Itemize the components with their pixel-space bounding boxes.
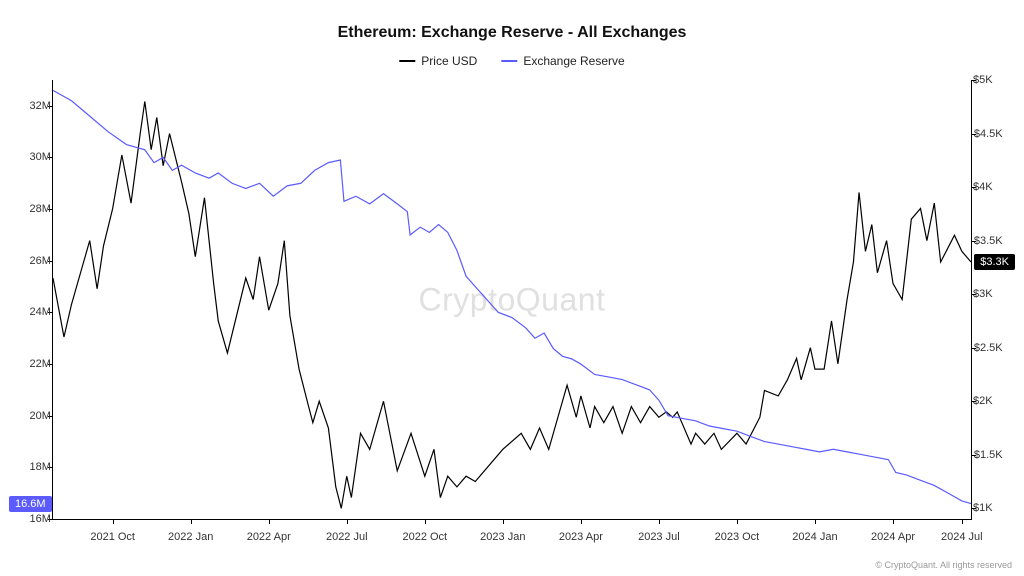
y-label-left: 18M — [29, 461, 50, 473]
y-label-right: $5K — [973, 74, 993, 86]
x-tick — [962, 519, 963, 524]
x-label: 2023 Apr — [559, 531, 603, 543]
x-tick — [737, 519, 738, 524]
x-label: 2022 Jan — [168, 531, 213, 543]
x-label: 2021 Oct — [90, 531, 135, 543]
x-label: 2023 Jul — [638, 531, 680, 543]
x-tick — [347, 519, 348, 524]
x-tick — [893, 519, 894, 524]
x-tick — [659, 519, 660, 524]
y-label-left: 24M — [29, 306, 50, 318]
x-label: 2023 Oct — [715, 531, 760, 543]
y-label-right: $4.5K — [974, 128, 1003, 140]
y-label-right: $3.5K — [974, 235, 1003, 247]
x-label: 2024 Jul — [941, 531, 983, 543]
y-label-right: $4K — [973, 181, 993, 193]
x-label: 2022 Oct — [402, 531, 447, 543]
x-tick — [113, 519, 114, 524]
price-end-badge: $3.3K — [974, 254, 1015, 270]
y-label-right: $2.5K — [974, 342, 1003, 354]
y-label-left: 32M — [29, 100, 50, 112]
y-label-left: 22M — [29, 358, 50, 370]
y-label-right: $3K — [973, 288, 993, 300]
plot-svg — [53, 80, 971, 519]
legend-reserve-label: Exchange Reserve — [523, 54, 624, 68]
copyright: © CryptoQuant. All rights reserved — [875, 560, 1012, 570]
y-label-left: 28M — [29, 203, 50, 215]
x-label: 2022 Jul — [326, 531, 368, 543]
x-label: 2024 Jan — [792, 531, 837, 543]
x-tick — [269, 519, 270, 524]
chart-title: Ethereum: Exchange Reserve - All Exchang… — [338, 24, 687, 42]
x-label: 2023 Jan — [480, 531, 525, 543]
x-tick — [581, 519, 582, 524]
x-tick — [425, 519, 426, 524]
y-label-right: $1K — [973, 502, 993, 514]
x-tick — [191, 519, 192, 524]
legend-item-price: Price USD — [399, 54, 477, 68]
y-label-left: 20M — [29, 410, 50, 422]
x-label: 2024 Apr — [871, 531, 915, 543]
x-tick — [503, 519, 504, 524]
legend-price-label: Price USD — [421, 54, 477, 68]
chart-container: Ethereum: Exchange Reserve - All Exchang… — [0, 0, 1024, 576]
y-label-left: 30M — [29, 151, 50, 163]
legend-price-swatch — [399, 60, 415, 62]
legend-item-reserve: Exchange Reserve — [501, 54, 624, 68]
legend: Price USD Exchange Reserve — [399, 54, 624, 68]
x-label: 2022 Apr — [247, 531, 291, 543]
x-tick — [815, 519, 816, 524]
y-label-right: $2K — [973, 395, 993, 407]
reserve-end-badge: 16.6M — [9, 496, 52, 512]
legend-reserve-swatch — [501, 60, 517, 62]
y-label-left: 16M — [29, 513, 50, 525]
y-label-right: $1.5K — [974, 449, 1003, 461]
plot-area: CryptoQuant 16.6M $3.3K 16M18M20M22M24M2… — [52, 80, 972, 520]
y-label-left: 26M — [29, 255, 50, 267]
